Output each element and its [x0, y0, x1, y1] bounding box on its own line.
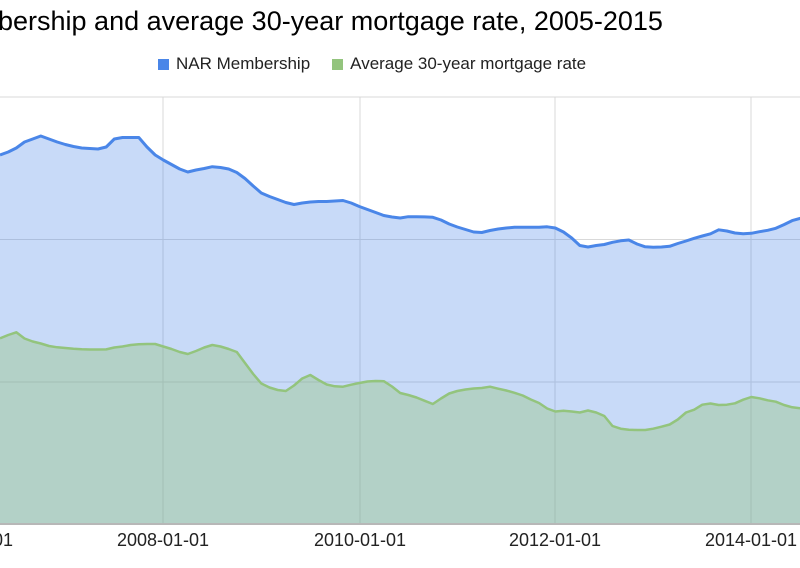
legend-label: NAR Membership [176, 54, 311, 73]
series-area-average-30-year-mortgage-rate [0, 332, 800, 524]
series-line-nar-membership [0, 134, 800, 249]
legend-swatch-icon [158, 58, 169, 70]
legend-swatch-icon [332, 58, 344, 70]
legend-label: Average 30-year mortgage rate [350, 54, 587, 73]
legend-item-nar-membership: NAR Membership [158, 54, 310, 74]
chart-legend: NAR Membership Average 30-year mortgage r… [158, 54, 586, 74]
legend-item-average-30-year-mortgage-rate: Average 30-year mortgage rate [332, 54, 586, 74]
series-area-nar-membership [0, 136, 800, 524]
chart-title: bership and average 30-year mortgage rat… [0, 6, 663, 36]
series-line-average-30-year-mortgage-rate [0, 331, 800, 432]
